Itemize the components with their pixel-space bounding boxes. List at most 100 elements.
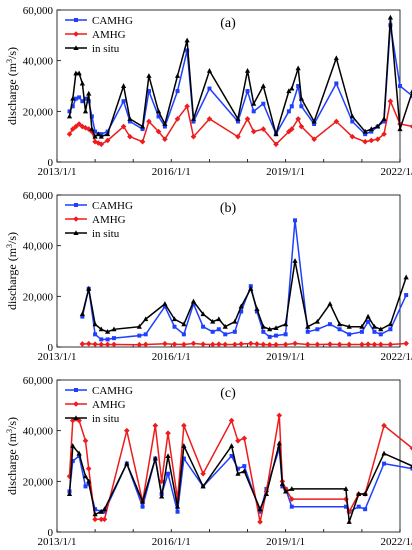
data-point	[293, 218, 298, 223]
chart-panel-3: 0 20,000 40,000 60,000 2013/1/1 2016/1/1 2019/…	[5, 375, 412, 548]
data-point	[254, 341, 260, 347]
data-point	[251, 109, 256, 114]
data-point	[73, 96, 78, 101]
data-point	[171, 316, 178, 322]
data-point	[244, 68, 251, 73]
data-point	[409, 89, 412, 94]
legend-label: AMHG	[92, 399, 126, 411]
data-point	[327, 341, 333, 348]
x-tick-label: 2022/1/1	[380, 166, 412, 178]
data-point	[102, 509, 107, 514]
data-point	[260, 83, 266, 88]
legend-label: in situ	[92, 413, 120, 425]
data-point	[334, 81, 339, 86]
data-point	[136, 323, 142, 329]
y-tick-label: 0	[48, 342, 54, 354]
data-point	[76, 450, 82, 456]
data-point	[82, 438, 89, 444]
data-point	[261, 329, 266, 334]
data-point	[200, 483, 206, 489]
data-point	[382, 461, 387, 466]
data-point	[247, 340, 254, 347]
data-point	[371, 323, 378, 329]
data-point	[365, 341, 371, 348]
data-point	[381, 450, 387, 456]
data-point	[85, 126, 92, 132]
data-point	[83, 96, 88, 101]
data-point	[85, 340, 92, 347]
data-point	[292, 258, 298, 263]
data-point	[305, 329, 310, 334]
data-point	[139, 138, 146, 145]
data-point	[98, 141, 105, 148]
data-point	[92, 341, 98, 348]
data-point	[366, 319, 371, 324]
x-tick-label: 2013/1/1	[37, 166, 76, 178]
data-point	[228, 417, 235, 424]
data-point	[174, 116, 181, 122]
data-point	[388, 327, 393, 332]
data-point	[232, 329, 237, 334]
data-point	[362, 491, 368, 496]
data-point	[80, 314, 85, 319]
data-point	[245, 89, 250, 94]
data-point	[387, 14, 393, 20]
data-point	[336, 341, 343, 348]
data-point	[403, 340, 409, 347]
data-point	[286, 109, 291, 114]
data-point	[378, 326, 384, 332]
data-point	[312, 122, 317, 126]
data-point	[142, 341, 149, 348]
data-point	[190, 298, 197, 304]
x-tick-label: 2019/1/1	[266, 166, 305, 178]
data-point	[210, 329, 215, 334]
data-point	[337, 327, 342, 332]
data-point	[162, 304, 167, 309]
data-point	[387, 321, 393, 327]
data-point	[98, 508, 104, 514]
series-in-situ	[66, 14, 412, 139]
data-point	[235, 466, 240, 471]
data-point	[98, 326, 104, 332]
y-axis-label: discharge (m3/s)	[5, 417, 19, 495]
data-point	[136, 341, 143, 348]
data-point	[86, 285, 92, 291]
data-point	[181, 321, 187, 327]
legend-label: CAMHG	[92, 15, 133, 27]
data-point	[174, 503, 181, 509]
data-point	[382, 119, 387, 124]
data-point	[273, 131, 279, 137]
data-point	[86, 478, 92, 484]
x-tick-label: 2016/1/1	[152, 536, 191, 548]
data-point	[374, 136, 381, 142]
data-point	[375, 123, 381, 129]
data-point	[140, 504, 145, 509]
data-point	[93, 332, 98, 337]
data-point	[336, 321, 343, 327]
data-point	[283, 332, 288, 337]
y-tick-label: 40,000	[23, 426, 54, 438]
data-point	[359, 341, 365, 348]
data-point	[314, 318, 320, 324]
data-point	[343, 486, 349, 491]
data-point	[244, 116, 251, 122]
data-point	[210, 318, 216, 324]
data-point	[67, 109, 72, 114]
data-point	[104, 341, 111, 348]
data-point	[155, 128, 162, 135]
data-point	[267, 334, 272, 339]
data-point	[207, 86, 212, 91]
data-point	[101, 506, 108, 512]
legend-label: CAMHG	[92, 385, 133, 397]
data-point	[105, 329, 111, 334]
data-point	[228, 443, 235, 448]
data-point	[241, 468, 247, 474]
data-point	[101, 516, 108, 523]
data-point	[273, 341, 279, 348]
y-tick-label: 0	[48, 157, 54, 169]
data-point	[190, 340, 197, 347]
data-point	[378, 332, 383, 337]
data-point	[327, 322, 332, 327]
data-point	[201, 324, 206, 329]
y-tick-label: 60,000	[23, 5, 54, 17]
